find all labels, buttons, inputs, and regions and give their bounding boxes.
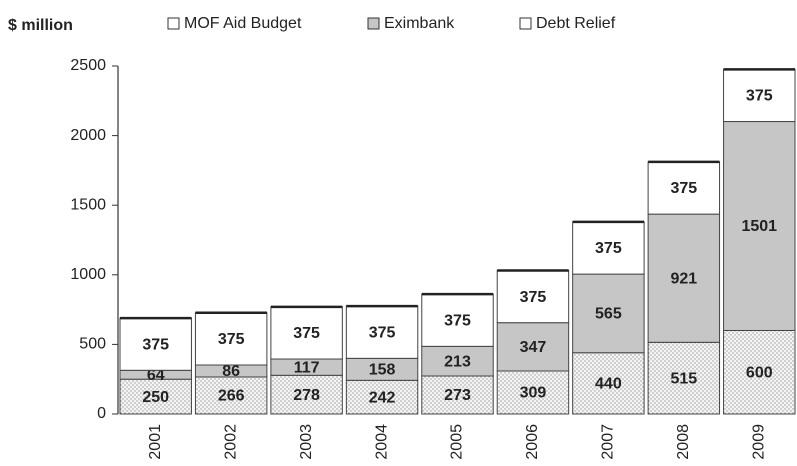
y-tick-label: 1500 [70, 196, 106, 213]
legend-label: MOF Aid Budget [184, 15, 302, 32]
bar-segment [572, 221, 645, 275]
data-label: 375 [293, 325, 320, 342]
legend-label: Debt Relief [536, 15, 616, 32]
data-label: 266 [218, 388, 245, 405]
x-tick-label: 2003 [298, 424, 315, 460]
bar-segment [496, 269, 570, 324]
bar-segment [270, 374, 343, 415]
bar-segment [496, 322, 570, 372]
y-tick-label: 0 [97, 405, 106, 422]
data-label: 921 [670, 270, 697, 287]
bar-segment [194, 376, 268, 415]
data-label: 278 [293, 387, 320, 404]
data-label: 375 [520, 289, 547, 306]
data-label: 375 [369, 324, 396, 341]
data-label: 86 [222, 363, 240, 380]
data-label: 440 [595, 376, 622, 393]
legend-label: Eximbank [384, 15, 455, 32]
x-tick-label: 2006 [524, 424, 541, 460]
y-tick-label: 1000 [70, 266, 106, 283]
x-tick-label: 2005 [449, 424, 466, 460]
data-label: 375 [142, 336, 169, 353]
bar-segment [647, 341, 721, 415]
bar-segment [194, 312, 268, 366]
data-label: 375 [218, 331, 245, 348]
data-label: 375 [746, 88, 773, 105]
data-label: 273 [444, 387, 471, 404]
x-tick-label: 2001 [147, 424, 164, 460]
legend-swatch [167, 17, 180, 30]
bar-segment [723, 121, 796, 331]
bar-segment [723, 329, 796, 415]
bar-segment [345, 305, 419, 359]
legend-swatch [519, 17, 532, 30]
bar-segment [270, 306, 343, 360]
x-tick-label: 2009 [750, 424, 767, 460]
data-label: 117 [294, 359, 320, 376]
y-tick-label: 2000 [70, 127, 106, 144]
data-label: 309 [520, 385, 547, 402]
bar-segment [345, 379, 419, 415]
y-tick-label: 2500 [70, 57, 106, 74]
x-tick-label: 2004 [373, 424, 390, 460]
bar-segment [647, 161, 721, 215]
bar-segment [421, 293, 494, 347]
data-label: 565 [595, 306, 622, 323]
data-label: 515 [670, 370, 697, 387]
data-label: 158 [369, 362, 396, 379]
y-tick-label: 500 [79, 336, 106, 353]
data-label: 600 [746, 364, 773, 381]
bar-segment [647, 213, 721, 343]
data-label: 242 [369, 389, 396, 406]
data-label: 64 [147, 367, 165, 384]
data-label: 375 [670, 180, 697, 197]
x-tick-label: 2007 [600, 424, 617, 460]
data-label: 213 [444, 353, 471, 370]
data-label: 375 [595, 240, 622, 257]
bar-segment [119, 317, 192, 371]
bar-segment [572, 273, 645, 354]
bar-segment [119, 378, 192, 415]
data-label: 375 [444, 312, 471, 329]
x-tick-label: 2002 [222, 424, 239, 460]
x-tick-label: 2008 [675, 424, 692, 460]
data-label: 1501 [741, 218, 777, 235]
bar-segment [723, 68, 796, 123]
bar-segment [421, 375, 494, 415]
bar-segment [572, 352, 645, 415]
y-axis-label: $ million [8, 17, 73, 34]
data-label: 250 [142, 389, 169, 406]
data-label: 347 [520, 339, 547, 356]
legend-swatch [367, 17, 380, 30]
